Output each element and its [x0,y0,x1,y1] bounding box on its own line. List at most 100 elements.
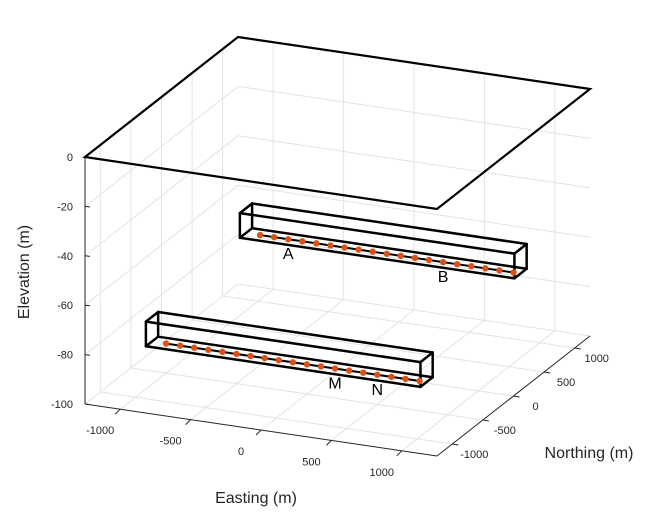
series-2-point [388,373,395,381]
box-2-edge [156,310,434,354]
series-1-point [313,240,320,247]
series-2-point [191,344,198,351]
box-1-edge [250,202,528,246]
box-1-edge [238,236,516,280]
series-1-point [270,233,278,241]
grid-line-z-sidewall [84,184,239,306]
y-tick [513,395,520,398]
x-tick [326,440,332,446]
y-tick-label: 500 [557,377,575,389]
series-1-point [482,265,489,272]
grid-line-y-floor [192,319,545,373]
series-1-point [341,244,348,251]
series-2-point [275,357,282,364]
box-2-edge [144,345,422,389]
grid-line-z-sidewall [84,86,239,207]
grid-line-z-sidewall [84,135,239,257]
grid-line-y-floor [100,391,453,445]
series-2-point [374,371,381,378]
box-2-edge [144,320,422,364]
series-2-point [360,369,367,376]
x-tick-label: -1000 [86,425,114,437]
y-tick [482,419,489,422]
series-2-point [261,354,268,362]
x-tick-label: -500 [160,436,182,448]
z-tick-label: -40 [57,251,73,263]
series-2-point [176,342,184,349]
box-1-edge [238,226,254,240]
grid-line-y-floor [222,295,575,349]
x-tick-label: 1000 [370,467,394,479]
series-1-point [411,254,419,262]
grid-line-z-backwall [237,85,591,139]
series-1-point [397,252,405,260]
y-tick [574,347,581,350]
y-tick-label: 1000 [584,353,608,365]
plot-marks: A B M N [82,35,593,399]
box-2-edge [419,351,434,364]
y-tick-label: -500 [494,425,516,437]
z-tick-label: -100 [51,399,73,411]
box-2-edge [144,310,160,323]
grid-line-z-backwall [237,184,591,238]
annotation-a: A [283,246,294,263]
box-2-edge [156,335,434,379]
series-1-point [425,256,433,264]
x-tick-label: 0 [238,446,244,458]
z-tick [84,403,91,406]
series-1-point [496,267,503,274]
series-1-point [383,250,390,257]
grid-line-z-backwall [237,283,591,337]
box-2-edge [144,335,160,348]
grid-lines [84,36,591,452]
y-axis-label: Northing (m) [545,445,634,462]
grid-line-z-sidewall [84,234,239,355]
y-tick [452,443,459,446]
series-2-point [402,375,409,383]
surface-outline [82,35,593,211]
series-1-point [369,248,376,255]
series-2-point [416,377,423,385]
annotation-n: N [372,382,384,399]
series-1-point [299,238,306,245]
z-tick-label: 0 [67,152,73,164]
axis-lines [84,156,591,457]
series-1-point [468,263,475,270]
x-axis-label: Easting (m) [215,490,297,507]
series-2-point [303,361,311,368]
y-tick-label: -1000 [460,449,488,461]
z-tick [84,205,91,208]
series-1-point [285,236,292,243]
z-tick-label: -80 [57,350,73,362]
series-1-point [355,246,362,253]
box-2-edge [419,375,434,389]
series-2-point [317,363,325,370]
series-1-point [510,269,517,276]
box-1-edge [238,202,254,215]
grid-line-y-floor [130,367,483,421]
annotation-b: B [438,269,449,286]
series-1-point [327,242,334,249]
tick-labels: -100-80-60-40-200-1000-50005001000-1000-… [51,152,609,479]
box-1-edge [238,211,516,255]
series-2-point [331,365,339,372]
series-2-point [289,359,297,366]
series-2-point [345,367,353,374]
x-tick [255,429,262,436]
x-tick [114,408,121,415]
series-1-point [256,231,264,239]
grid-line-z-backwall [237,135,591,189]
annotation-m: M [328,376,341,393]
series-2-point [247,352,254,360]
x-tick [185,419,191,425]
box-1-edge [513,242,528,255]
series-1-point [439,258,447,266]
x-tick [396,450,403,457]
z-tick-label: -20 [57,201,73,213]
box-1-edge [513,267,528,280]
x-tick-label: 500 [302,456,320,468]
z-axis-label: Elevation (m) [16,225,33,319]
series-2-point [162,340,170,347]
